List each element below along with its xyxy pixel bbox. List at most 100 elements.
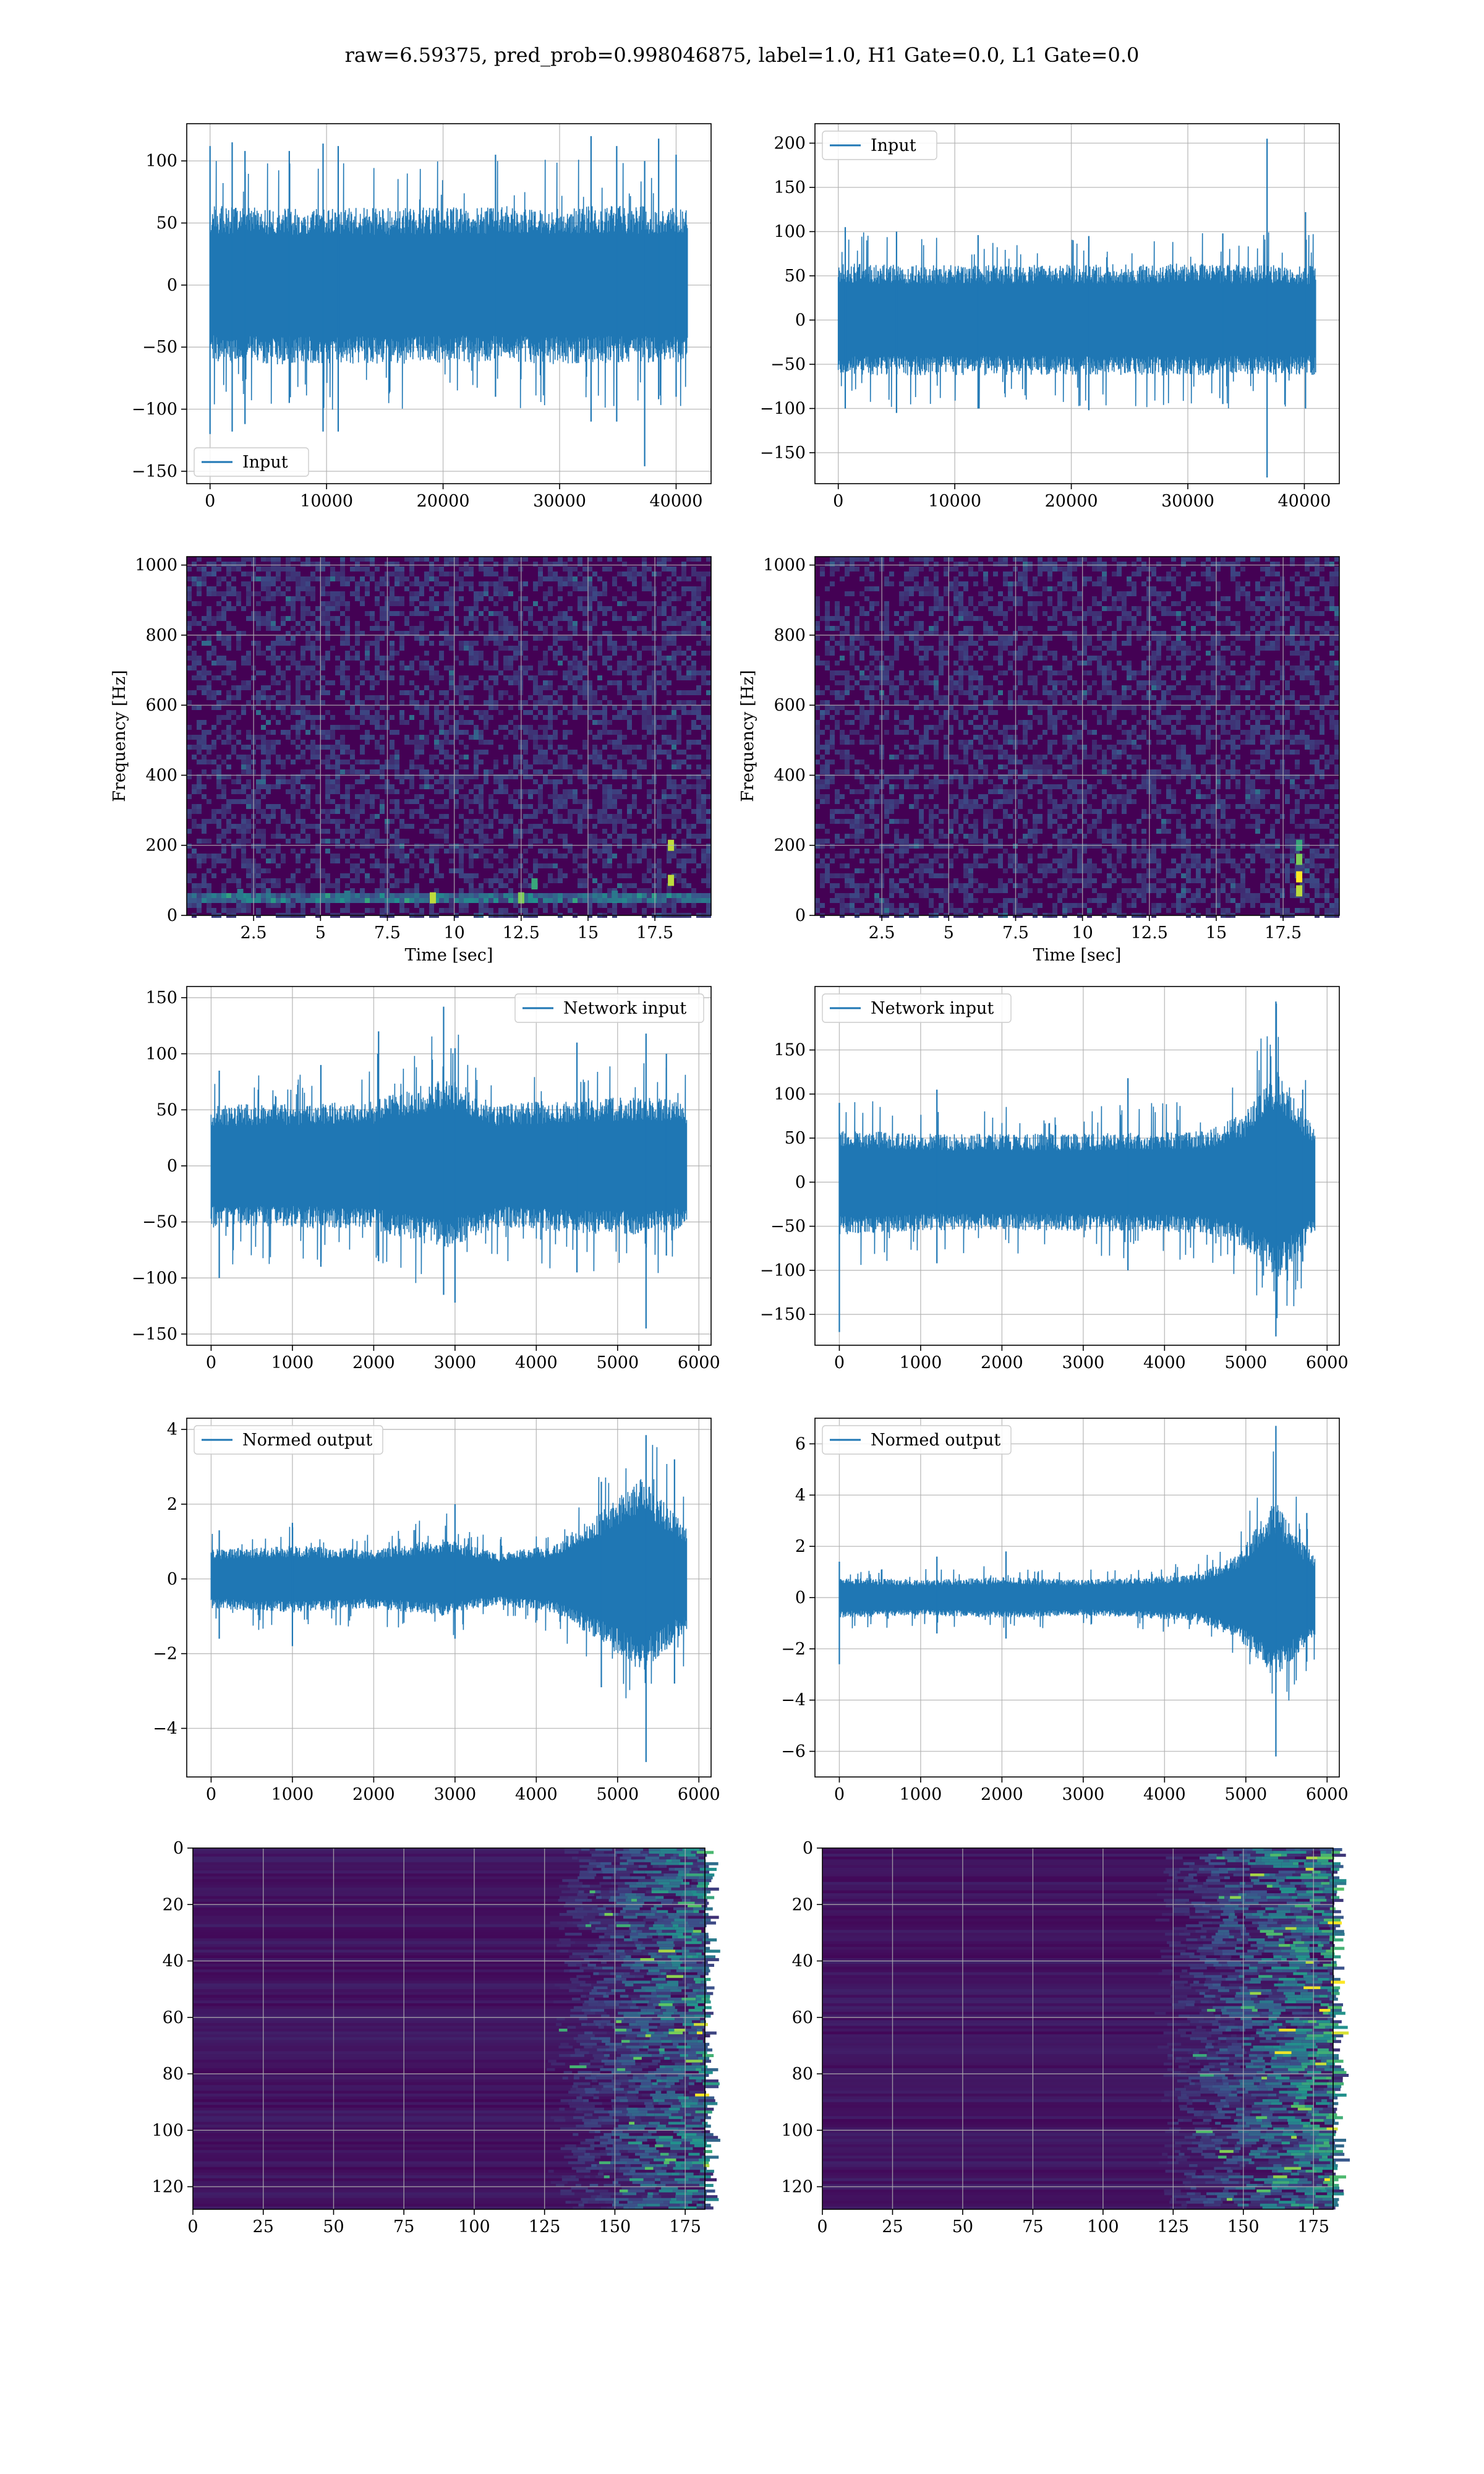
y-tick-label: 2 (167, 1495, 177, 1514)
x-tick-label: 2000 (352, 1353, 395, 1372)
legend: Normed output (194, 1425, 383, 1455)
plot-frame (192, 1847, 706, 2210)
legend-frame (514, 993, 704, 1023)
y-tick-label: −2 (781, 1640, 806, 1659)
legend-frame (822, 993, 1012, 1023)
x-tick-label: 150 (599, 2217, 631, 2236)
x-tick-label: 0 (206, 1785, 216, 1804)
y-tick-label: 150 (774, 1041, 806, 1060)
y-tick-label: −100 (760, 1261, 806, 1280)
y-tick-label: 800 (145, 626, 177, 645)
y-tick-label: 0 (173, 1839, 184, 1858)
y-tick-label: 0 (167, 1570, 177, 1589)
chart-l1-network-input: 0 1000 2000 3000 4000 5000 6000 −150 −100 −50 0 50 1… (760, 986, 1349, 1372)
x-tick-label: 4000 (1143, 1353, 1186, 1372)
x-tick-label: 2000 (981, 1785, 1023, 1804)
x-tick-label: 100 (458, 2217, 490, 2236)
y-tick-label: 80 (163, 2065, 184, 2084)
x-tick-label: 1000 (271, 1353, 314, 1372)
chart-h1-spectrogram: 2.5 5 7.5 10 12.5 15 17.5 0 200 400 600 800 1000 Time… (110, 556, 712, 965)
y-tick-label: 100 (774, 222, 806, 241)
x-tick-label: 2.5 (869, 923, 895, 943)
spectrogram-hotspot (430, 892, 437, 904)
y-tick-label: 600 (145, 696, 177, 715)
y-tick-label: 400 (774, 766, 806, 785)
y-tick-label: 100 (781, 2121, 813, 2140)
y-tick-label: 400 (145, 766, 177, 785)
chart-h1-network-input: 0 1000 2000 3000 4000 5000 6000 −150 −100 −50 0 50 1… (132, 986, 720, 1372)
chart-h1-input: 0 10000 20000 30000 40000 −150 −100 −50 0 50 100 In… (132, 123, 712, 511)
x-tick-label: 3000 (1062, 1353, 1105, 1372)
y-tick-label: 0 (795, 1173, 806, 1192)
spectrogram-hotspot (344, 890, 351, 902)
x-tick-label: 0 (834, 1353, 845, 1372)
legend-frame (822, 1425, 1012, 1455)
y-tick-label: 50 (156, 214, 177, 233)
x-tick-label: 2.5 (241, 923, 267, 943)
x-tick-label: 5000 (1224, 1785, 1267, 1804)
y-tick-label: 0 (795, 1588, 806, 1607)
y-tick-label: 60 (163, 2008, 184, 2027)
y-tick-label: −50 (142, 1213, 177, 1232)
y-tick-label: −150 (132, 1325, 177, 1344)
x-tick-label: 20000 (1045, 492, 1098, 511)
x-tick-label: 25 (882, 2217, 903, 2236)
x-tick-label: 5 (944, 923, 954, 943)
y-tick-label: −4 (781, 1691, 806, 1710)
y-tick-label: 100 (145, 152, 177, 171)
y-tick-label: 2 (795, 1537, 806, 1556)
plot-frame (186, 123, 712, 484)
legend-label: Network input (871, 999, 994, 1018)
x-tick-label: 10000 (928, 492, 981, 511)
y-tick-label: 6 (795, 1434, 806, 1453)
x-tick-label: 0 (817, 2217, 827, 2236)
plot-frame (186, 556, 712, 916)
y-tick-label: −100 (132, 400, 177, 419)
x-tick-label: 5000 (596, 1353, 639, 1372)
y-tick-label: 200 (774, 836, 806, 855)
x-tick-label: 6000 (1306, 1785, 1349, 1804)
x-tick-label: 75 (393, 2217, 414, 2236)
x-tick-label: 4000 (1143, 1785, 1186, 1804)
y-tick-label: 1000 (135, 556, 177, 575)
x-tick-label: 2000 (981, 1353, 1023, 1372)
x-axis-label: Time [sec] (405, 946, 493, 965)
x-tick-label: 175 (669, 2217, 701, 2236)
legend-label: Input (242, 453, 288, 472)
x-tick-label: 175 (1297, 2217, 1329, 2236)
chart-l1-input: 0 10000 20000 30000 40000 −150 −100 −50 0 50 100 15… (760, 123, 1340, 511)
y-tick-label: 0 (795, 906, 806, 925)
y-tick-label: 80 (792, 2065, 813, 2084)
x-tick-label: 25 (253, 2217, 274, 2236)
y-axis-label: Frequency [Hz] (738, 670, 757, 802)
x-tick-label: 40000 (650, 492, 703, 511)
x-tick-label: 2000 (352, 1785, 395, 1804)
x-tick-label: 50 (323, 2217, 344, 2236)
x-tick-label: 7.5 (1002, 923, 1029, 943)
y-tick-label: −150 (132, 462, 177, 481)
y-tick-label: −2 (153, 1645, 177, 1664)
x-tick-label: 50 (952, 2217, 973, 2236)
chart-l1-normed-output: 0 1000 2000 3000 4000 5000 6000 −6 −4 −2 0 2 4 6 Norme… (781, 1418, 1349, 1804)
feature-map-cells (193, 1848, 720, 2210)
legend-label: Normed output (242, 1431, 372, 1450)
chart-h1-feature-map: 0 25 50 75 100 125 150 175 0 20 40 60 80 100 120 (151, 1839, 720, 2236)
y-tick-label: −6 (781, 1742, 806, 1761)
x-tick-label: 5000 (596, 1785, 639, 1804)
x-tick-label: 1000 (271, 1785, 314, 1804)
legend-label: Normed output (871, 1431, 1000, 1450)
legend-label: Input (871, 136, 916, 155)
y-tick-label: 0 (167, 906, 177, 925)
chart-h1-normed-output: 0 1000 2000 3000 4000 5000 6000 −4 −2 0 2 4 Normed o… (153, 1418, 720, 1804)
y-tick-label: −100 (132, 1269, 177, 1288)
x-tick-label: 3000 (1062, 1785, 1105, 1804)
x-tick-label: 0 (206, 1353, 216, 1372)
legend-frame (822, 131, 937, 160)
x-tick-label: 0 (834, 1785, 845, 1804)
y-tick-label: −4 (153, 1719, 177, 1738)
y-tick-label: −50 (142, 338, 177, 357)
y-tick-label: 200 (145, 836, 177, 855)
y-tick-label: 120 (151, 2178, 184, 2197)
series-line (838, 1003, 1316, 1319)
